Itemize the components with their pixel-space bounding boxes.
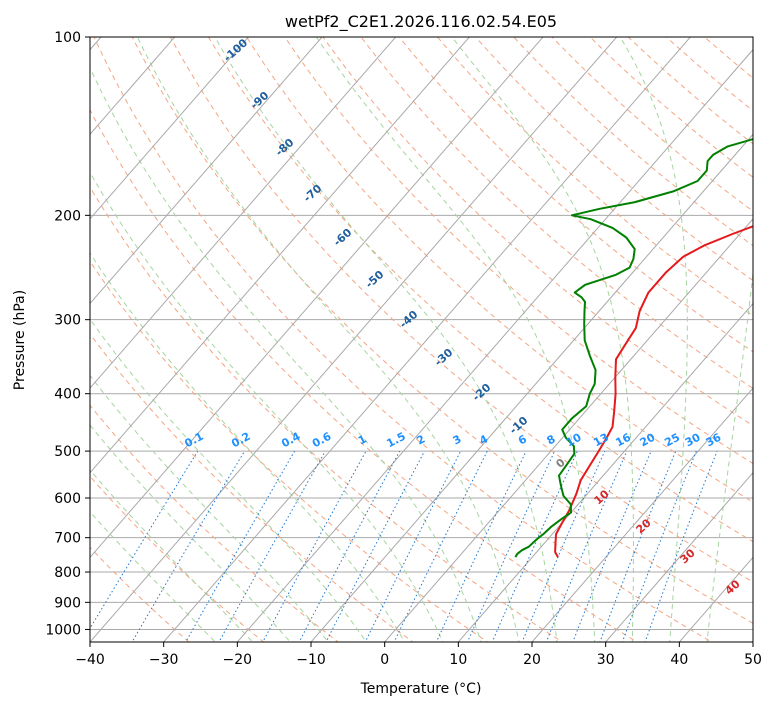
isotherm-line bbox=[457, 302, 753, 642]
mixing-ratio-line bbox=[621, 450, 697, 642]
mixing-ratio-line bbox=[521, 450, 606, 642]
x-tick-label: −10 bbox=[296, 652, 326, 668]
y-tick-label: 100 bbox=[54, 30, 81, 46]
mixing-ratio-line bbox=[491, 450, 578, 642]
x-axis-label: Temperature (°C) bbox=[360, 681, 482, 697]
x-tick-label: −20 bbox=[223, 652, 253, 668]
y-tick-label: 800 bbox=[54, 565, 81, 581]
dry-adiabat bbox=[207, 37, 753, 543]
x-tick-label: 30 bbox=[597, 652, 615, 668]
isotherm-line bbox=[90, 37, 397, 389]
y-axis: 100 200 300 400 500 600 700 800 900 1000 bbox=[45, 30, 90, 638]
dry-adiabat bbox=[360, 37, 753, 389]
dry-adiabat bbox=[131, 37, 753, 624]
moist-adiabat bbox=[90, 374, 329, 642]
y-axis-label: Pressure (hPa) bbox=[12, 290, 28, 390]
dry-adiabat bbox=[90, 108, 638, 642]
temperature-profile-line bbox=[554, 225, 753, 558]
y-tick-label: 500 bbox=[54, 444, 81, 460]
mixing-ratio-line bbox=[393, 450, 488, 642]
mixing-ratio-line bbox=[644, 450, 718, 642]
moist-adiabat bbox=[706, 269, 753, 642]
mixing-ratio-line bbox=[185, 450, 296, 642]
x-tick-label: −40 bbox=[75, 652, 105, 668]
isotherm-line bbox=[90, 37, 544, 559]
moist-adiabats bbox=[90, 37, 753, 642]
mixing-ratio-line bbox=[466, 450, 556, 642]
dry-adiabats bbox=[90, 37, 753, 642]
moist-adiabat bbox=[90, 252, 406, 642]
y-tick-label: 1000 bbox=[45, 622, 81, 638]
dry-adiabat bbox=[90, 186, 564, 642]
y-tick-label: 300 bbox=[54, 313, 81, 329]
isotherm-line bbox=[236, 48, 753, 642]
mixing-ratio-lines bbox=[90, 450, 718, 642]
moist-adiabat bbox=[451, 37, 634, 642]
isotherm-line bbox=[163, 37, 692, 642]
mixing-ratio-line bbox=[131, 450, 246, 642]
moist-adiabat bbox=[90, 171, 444, 642]
mixing-ratio-label: 16 bbox=[613, 431, 633, 450]
chart-title: wetPf2_C2E1.2026.116.02.54.E05 bbox=[285, 12, 557, 32]
mixing-ratio-label: 25 bbox=[662, 431, 682, 450]
x-tick-label: 20 bbox=[523, 652, 541, 668]
dry-adiabat bbox=[551, 37, 753, 212]
y-tick-label: 600 bbox=[54, 491, 81, 507]
moist-adiabat bbox=[136, 37, 520, 642]
dry-adiabat bbox=[436, 37, 753, 317]
isotherm-line bbox=[90, 37, 250, 220]
x-tick-label: 40 bbox=[670, 652, 688, 668]
dry-adiabat bbox=[90, 260, 489, 642]
x-tick-label: 0 bbox=[380, 652, 389, 668]
x-tick-label: −30 bbox=[149, 652, 179, 668]
mixing-ratio-line bbox=[435, 450, 527, 642]
mixing-ratio-line bbox=[218, 450, 326, 642]
isotherm-line bbox=[90, 37, 323, 305]
mixing-ratio-label: 20 bbox=[638, 431, 658, 450]
dry-adiabat bbox=[90, 475, 265, 642]
isotherm-line bbox=[90, 37, 471, 474]
isotherm-line bbox=[310, 133, 753, 642]
moist-adiabat bbox=[315, 37, 596, 642]
moist-adiabat bbox=[619, 37, 688, 642]
moist-adiabat bbox=[90, 424, 291, 642]
isotherm-line bbox=[531, 387, 753, 642]
mixing-ratio-label: 13 bbox=[591, 431, 611, 450]
x-tick-label: 10 bbox=[449, 652, 467, 668]
mixing-ratio-line bbox=[572, 450, 652, 642]
y-tick-label: 400 bbox=[54, 387, 81, 403]
isotherm-line bbox=[384, 218, 753, 642]
plot-frame bbox=[89, 36, 754, 643]
moist-adiabat bbox=[90, 469, 254, 642]
x-tick-label: 50 bbox=[744, 652, 762, 668]
dry-adiabat bbox=[90, 333, 414, 642]
sounding-series bbox=[514, 138, 753, 558]
x-axis: −40 −30 −20 −10 0 10 20 30 40 50 bbox=[75, 642, 762, 668]
dry-adiabat bbox=[93, 37, 713, 642]
mixing-ratio-label: 36 bbox=[704, 431, 724, 450]
dry-adiabat bbox=[398, 37, 753, 353]
dewpoint-profile-line bbox=[514, 138, 753, 558]
dry-adiabat bbox=[169, 37, 753, 583]
isotherm-line bbox=[605, 472, 753, 642]
y-tick-label: 900 bbox=[54, 595, 81, 611]
dry-adiabat bbox=[246, 37, 753, 503]
moist-adiabat bbox=[90, 66, 482, 642]
isotherm-line bbox=[90, 37, 176, 136]
mixing-ratio-line bbox=[545, 450, 628, 642]
isotherm-line bbox=[90, 37, 618, 642]
isotherm-lines bbox=[90, 37, 753, 642]
mixing-ratio-label: 10 bbox=[564, 431, 584, 450]
mixing-ratio-label: 30 bbox=[683, 431, 703, 450]
mixing-ratio-line bbox=[364, 450, 462, 642]
mixing-ratio-line bbox=[599, 450, 677, 642]
y-tick-label: 700 bbox=[54, 531, 81, 547]
y-tick-label: 200 bbox=[54, 208, 81, 224]
